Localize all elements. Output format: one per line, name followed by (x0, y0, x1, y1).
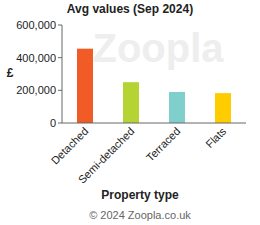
x-tick-label: Flats (203, 125, 229, 151)
x-axis-label: Property type (101, 188, 179, 202)
y-tick (58, 57, 62, 58)
x-axis (62, 123, 246, 124)
watermark: Zoopla (92, 26, 224, 70)
bars (77, 49, 231, 123)
y-tick (58, 90, 62, 91)
y-axis-label: £ (7, 66, 14, 80)
y-tick-label: 400,000 (16, 52, 56, 64)
bar (77, 49, 93, 123)
y-axis (62, 25, 63, 123)
y-tick-label: 200,000 (16, 84, 56, 96)
bar (123, 82, 139, 123)
bar (169, 92, 185, 123)
x-tick-label: Detached (49, 125, 91, 167)
title: Avg values (Sep 2024) (67, 2, 193, 16)
bar (215, 93, 231, 123)
x-tick-label: Semi-detached (76, 125, 137, 186)
y-tick-label: 0 (50, 117, 56, 129)
y-tick (58, 25, 62, 26)
chart-container: Zoopla Avg values (Sep 2024) £0 200,000 400,… (0, 0, 260, 225)
chart: Zoopla Avg values (Sep 2024) £0 200,000 400,… (0, 0, 260, 225)
y-tick (58, 123, 62, 124)
footer: © 2024 Zoopla.co.uk (89, 209, 191, 221)
y-tick-label: 600,000 (16, 19, 56, 31)
x-tick-label: Terraced (144, 125, 183, 164)
